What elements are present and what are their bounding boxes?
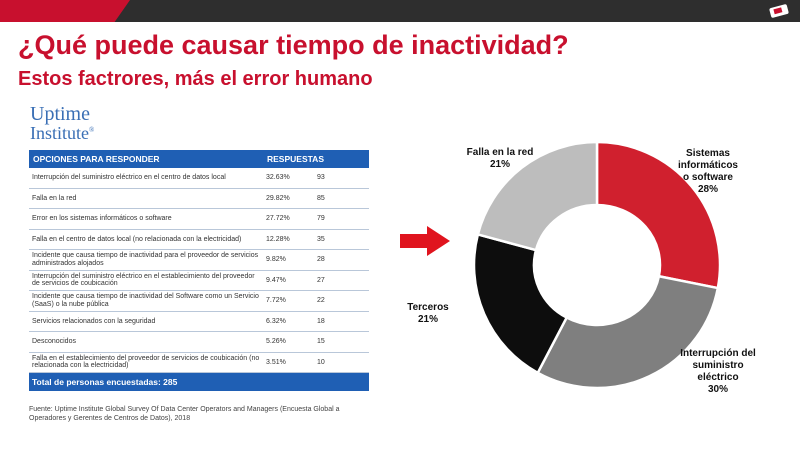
top-bar	[0, 0, 800, 22]
donut-slice-third-parties	[472, 232, 569, 375]
donut-label-value: 30%	[707, 384, 728, 395]
table-body: Interrupción del suministro eléctrico en…	[29, 168, 369, 373]
table-header-row: OPCIONES PARA RESPONDER RESPUESTAS	[29, 150, 369, 168]
table-row: Falla en el centro de datos local (no re…	[29, 229, 369, 250]
table-cell-percent: 9.82%	[263, 249, 307, 271]
donut-label-value: 21%	[489, 159, 511, 170]
table-row: Falla en la red 29.82% 85	[29, 188, 369, 209]
table-cell-count: 10	[307, 352, 369, 373]
survey-table: OPCIONES PARA RESPONDER RESPUESTAS Inter…	[29, 150, 369, 391]
table-cell-count: 79	[307, 208, 369, 230]
table-cell-percent: 12.28%	[263, 229, 307, 250]
donut-label-text: Falla en la red	[466, 147, 534, 158]
table-cell-option: Falla en el establecimiento del proveedo…	[29, 352, 263, 373]
uptime-institute-logo: Uptime Institute®	[30, 104, 94, 142]
table-cell-count: 27	[307, 270, 369, 291]
table-cell-percent: 7.72%	[263, 290, 307, 312]
donut-slice-network	[476, 140, 599, 252]
donut-label-text: Interrupción del	[680, 348, 756, 359]
table-cell-option: Interrupción del suministro eléctrico en…	[29, 168, 263, 189]
donut-label: Falla en la red 21%	[467, 147, 534, 171]
table-row: Incidente que causa tiempo de inactivida…	[29, 249, 369, 271]
donut-label: Sistemas informáticos o software 28%	[662, 148, 754, 196]
table-cell-percent: 32.63%	[263, 168, 307, 189]
table-cell-percent: 27.72%	[263, 208, 307, 230]
table-row: Desconocidos 5.26% 15	[29, 331, 369, 353]
donut-label-text: Terceros	[407, 302, 449, 313]
table-cell-option: Falla en el centro de datos local (no re…	[29, 229, 263, 250]
logo-line-2: Institute®	[30, 123, 95, 143]
table-row: Servicios relacionados con la seguridad 6…	[29, 311, 369, 332]
table-cell-option: Incidente que causa tiempo de inactivida…	[29, 290, 263, 312]
table-cell-option: Falla en la red	[29, 188, 263, 209]
table-header-options: OPCIONES PARA RESPONDER	[29, 150, 263, 168]
table-cell-option: Servicios relacionados con la seguridad	[29, 311, 263, 332]
donut-label-value: 28%	[697, 184, 718, 195]
table-cell-count: 85	[307, 188, 369, 209]
table-row: Interrupción del suministro eléctrico en…	[29, 270, 369, 291]
donut-slice-systems	[595, 140, 722, 290]
table-total-row: Total de personas encuestadas: 285	[29, 372, 369, 391]
table-header-responses: RESPUESTAS	[263, 150, 369, 168]
source-note: Fuente: Uptime Institute Global Survey O…	[29, 406, 340, 423]
arrow-shape	[400, 226, 450, 256]
table-cell-option: Interrupción del suministro eléctrico en…	[29, 270, 263, 291]
table-cell-count: 18	[307, 311, 369, 332]
table-cell-count: 22	[307, 290, 369, 312]
table-cell-percent: 3.51%	[263, 352, 307, 373]
donut-label-value: 21%	[417, 314, 439, 325]
table-row: Falla en el establecimiento del proveedo…	[29, 352, 369, 373]
table-cell-count: 28	[307, 249, 369, 271]
donut-label-text: suministro eléctrico	[692, 360, 744, 383]
donut-slice-power	[536, 274, 720, 390]
table-cell-count: 93	[307, 168, 369, 189]
right-arrow-icon	[400, 226, 450, 256]
table-cell-percent: 6.32%	[263, 311, 307, 332]
table-cell-option: Desconocidos	[29, 331, 263, 353]
table-cell-count: 15	[307, 331, 369, 353]
table-cell-percent: 29.82%	[263, 188, 307, 209]
table-row: Interrupción del suministro eléctrico en…	[29, 168, 369, 189]
page-title: ¿Qué puede causar tiempo de inactividad?	[18, 30, 569, 60]
table-cell-percent: 5.26%	[263, 331, 307, 353]
page-subtitle: Estos factrores, más el error humano	[18, 68, 373, 90]
donut-label: Terceros 21%	[407, 302, 449, 326]
donut-label-text: o software	[682, 172, 733, 183]
logo-line-1: Uptime	[30, 103, 90, 125]
table-cell-percent: 9.47%	[263, 270, 307, 291]
table-cell-count: 35	[307, 229, 369, 250]
table-total: Total de personas encuestadas: 285	[29, 372, 369, 391]
table-cell-option: Error en los sistemas informáticos o sof…	[29, 208, 263, 230]
table-cell-option: Incidente que causa tiempo de inactivida…	[29, 249, 263, 271]
brand-mark-icon	[769, 4, 789, 18]
donut-label-text: Sistemas informáticos	[677, 148, 738, 171]
donut-label: Interrupción del suministro eléctrico 30%	[677, 348, 759, 396]
table-row: Error en los sistemas informáticos o sof…	[29, 208, 369, 230]
table-row: Incidente que causa tiempo de inactivida…	[29, 290, 369, 312]
